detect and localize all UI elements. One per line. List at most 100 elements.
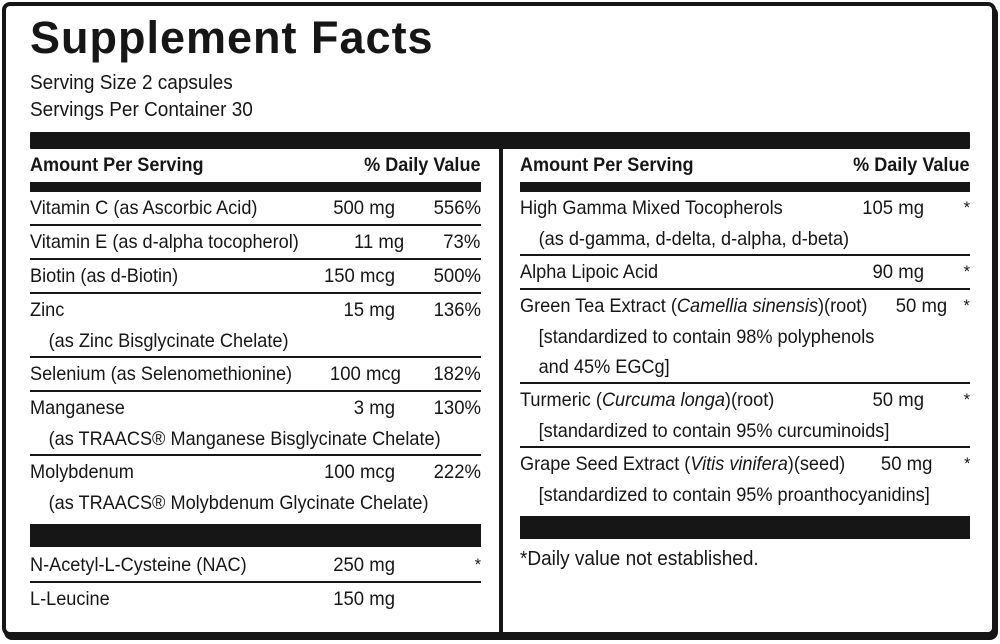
ingredient-daily-value: * xyxy=(963,454,970,473)
ingredient-amount: 150 mg xyxy=(332,588,395,610)
ingredient-daily-value: * xyxy=(474,555,481,574)
ingredient-name: Green Tea Extract (Camellia sinensis)(ro… xyxy=(519,295,867,317)
ingredient-row: Grape Seed Extract (Vitis vinifera)(seed… xyxy=(520,448,971,510)
ingredient-name: Biotin (as d-Biotin) xyxy=(30,265,179,287)
ingredient-row: L-Leucine 150 mg xyxy=(30,583,481,615)
header-divider-bar xyxy=(30,182,481,192)
ingredient-daily-value: 73% xyxy=(443,231,481,253)
column-header: Amount Per Serving % Daily Value xyxy=(30,149,481,182)
ingredient-name: Manganese xyxy=(30,397,125,419)
page-title: Supplement Facts xyxy=(30,12,434,63)
ingredient-daily-value: * xyxy=(963,198,970,217)
ingredient-main-line: High Gamma Mixed Tocopherols 105 mg * xyxy=(520,192,971,224)
ingredient-name: Turmeric (Curcuma longa)(root) xyxy=(519,389,774,411)
ingredient-main-line: Green Tea Extract (Camellia sinensis)(ro… xyxy=(520,290,971,322)
column-header-daily-value: % Daily Value xyxy=(853,155,970,176)
ingredient-amount: 150 mcg xyxy=(323,265,395,287)
ingredient-detail: [standardized to contain 98% polyphenols xyxy=(538,326,874,348)
ingredient-row: Vitamin E (as d-alpha tocopherol) 11 mg 73… xyxy=(30,226,481,260)
ingredient-row: Manganese 3 mg 130% (as TRAACS® Manganese B… xyxy=(30,392,481,456)
ingredient-main-line: Vitamin C (as Ascorbic Acid) 500 mg 556% xyxy=(30,192,481,224)
ingredient-daily-value: * xyxy=(963,296,970,315)
ingredient-amount: 500 mg xyxy=(332,197,395,219)
ingredient-daily-value: 556% xyxy=(433,197,481,219)
ingredient-amount: 90 mg xyxy=(872,261,924,283)
ingredient-row: Selenium (as Selenomethionine) 100 mcg 182… xyxy=(30,358,481,392)
ingredient-name: L-Leucine xyxy=(30,588,110,610)
ingredient-daily-value: * xyxy=(963,390,970,409)
serving-size: Serving Size 2 capsules xyxy=(30,72,233,94)
ingredient-daily-value: 222% xyxy=(433,461,481,483)
ingredient-amount: 3 mg xyxy=(353,397,395,419)
left-column: Amount Per Serving % Daily Value Vitamin… xyxy=(30,149,503,632)
ingredient-list: Vitamin C (as Ascorbic Acid) 500 mg 556% Vi… xyxy=(30,192,481,615)
ingredient-main-line: Alpha Lipoic Acid 90 mg * xyxy=(520,256,971,288)
ingredient-main-line: Biotin (as d-Biotin) 150 mcg 500% xyxy=(30,260,481,292)
top-divider-bar xyxy=(30,132,970,149)
ingredient-main-line: Manganese 3 mg 130% xyxy=(30,392,481,424)
ingredient-detail: and 45% EGCg] xyxy=(538,356,670,378)
ingredient-row: Vitamin C (as Ascorbic Acid) 500 mg 556% xyxy=(30,192,481,226)
column-header: Amount Per Serving % Daily Value xyxy=(520,149,971,182)
ingredient-name: Vitamin E (as d-alpha tocopherol) xyxy=(30,231,299,253)
column-header-amount: Amount Per Serving xyxy=(519,155,694,176)
section-divider-bar xyxy=(519,516,970,539)
ingredient-name: High Gamma Mixed Tocopherols xyxy=(519,197,783,219)
column-header-daily-value: % Daily Value xyxy=(364,155,481,176)
ingredient-detail: (as TRAACS® Manganese Bisglycinate Chela… xyxy=(48,428,441,450)
ingredient-detail: (as TRAACS® Molybdenum Glycinate Chelate… xyxy=(48,492,429,514)
ingredient-main-line: L-Leucine 150 mg xyxy=(30,583,481,615)
ingredient-main-line: Turmeric (Curcuma longa)(root) 50 mg * xyxy=(520,384,971,416)
ingredient-row: Turmeric (Curcuma longa)(root) 50 mg * [sta… xyxy=(519,384,971,448)
ingredient-main-line: Selenium (as Selenomethionine) 100 mcg 182… xyxy=(30,358,481,390)
ingredient-amount: 15 mg xyxy=(343,299,395,321)
ingredient-amount: 50 mg xyxy=(881,453,933,475)
ingredient-daily-value: 182% xyxy=(433,363,481,385)
daily-value-footnote: *Daily value not established. xyxy=(519,548,759,570)
ingredient-amount: 50 mg xyxy=(895,295,948,317)
ingredient-name: Vitamin C (as Ascorbic Acid) xyxy=(30,197,258,219)
ingredient-name: N-Acetyl-L-Cysteine (NAC) xyxy=(30,554,247,576)
ingredient-row: Molybdenum 100 mcg 222% (as TRAACS® Molybde… xyxy=(30,456,481,518)
ingredient-row: Biotin (as d-Biotin) 150 mcg 500% xyxy=(30,260,481,294)
facts-columns: Amount Per Serving % Daily Value Vitamin… xyxy=(30,149,970,632)
supplement-facts-label: Supplement Facts Serving Size 2 capsules… xyxy=(2,2,996,636)
ingredient-row: Zinc 15 mg 136% (as Zinc Bisglycinate Chela… xyxy=(30,294,481,358)
ingredient-daily-value xyxy=(399,583,481,615)
ingredient-detail: (as Zinc Bisglycinate Chelate) xyxy=(48,330,289,352)
ingredient-name: Molybdenum xyxy=(30,461,134,483)
header-divider-bar xyxy=(519,182,970,192)
ingredient-amount: 100 mcg xyxy=(329,363,401,385)
ingredient-name: Alpha Lipoic Acid xyxy=(519,261,658,283)
ingredient-name: Zinc xyxy=(30,299,65,321)
ingredient-amount: 105 mg xyxy=(862,197,924,219)
ingredient-amount: 50 mg xyxy=(872,389,924,411)
ingredient-amount: 100 mcg xyxy=(323,461,395,483)
ingredient-daily-value: 136% xyxy=(433,299,481,321)
right-column: Amount Per Serving % Daily Value High Ga… xyxy=(503,149,971,632)
ingredient-daily-value: 500% xyxy=(433,265,481,287)
ingredient-amount: 250 mg xyxy=(332,554,395,576)
ingredient-detail: [standardized to contain 95% curcuminoid… xyxy=(538,420,889,442)
ingredient-row: High Gamma Mixed Tocopherols 105 mg * (as d… xyxy=(519,192,971,256)
column-header-amount: Amount Per Serving xyxy=(30,155,204,176)
servings-per-container: Servings Per Container 30 xyxy=(30,99,253,121)
ingredient-main-line: Grape Seed Extract (Vitis vinifera)(seed… xyxy=(520,448,971,480)
section-divider-bar xyxy=(30,524,481,547)
ingredient-main-line: Zinc 15 mg 136% xyxy=(30,294,481,326)
ingredient-amount: 11 mg xyxy=(354,231,405,253)
ingredient-name: Grape Seed Extract (Vitis vinifera)(seed… xyxy=(519,453,845,475)
ingredient-main-line: Vitamin E (as d-alpha tocopherol) 11 mg 73… xyxy=(30,226,481,258)
ingredient-detail: [standardized to contain 95% proanthocya… xyxy=(538,484,930,506)
ingredient-main-line: Molybdenum 100 mcg 222% xyxy=(30,456,481,488)
ingredient-row: Alpha Lipoic Acid 90 mg * xyxy=(519,256,971,290)
ingredient-row: Green Tea Extract (Camellia sinensis)(ro… xyxy=(519,290,971,384)
ingredient-detail: (as d-gamma, d-delta, d-alpha, d-beta) xyxy=(538,228,849,250)
ingredient-row: N-Acetyl-L-Cysteine (NAC) 250 mg * xyxy=(30,549,481,583)
ingredient-name: Selenium (as Selenomethionine) xyxy=(30,363,293,385)
serving-info: Serving Size 2 capsules Servings Per Con… xyxy=(30,70,970,124)
ingredient-list: High Gamma Mixed Tocopherols 105 mg * (as d… xyxy=(519,192,971,575)
ingredient-main-line: N-Acetyl-L-Cysteine (NAC) 250 mg * xyxy=(30,549,481,581)
ingredient-daily-value: 130% xyxy=(433,397,481,419)
ingredient-daily-value: * xyxy=(963,262,970,281)
